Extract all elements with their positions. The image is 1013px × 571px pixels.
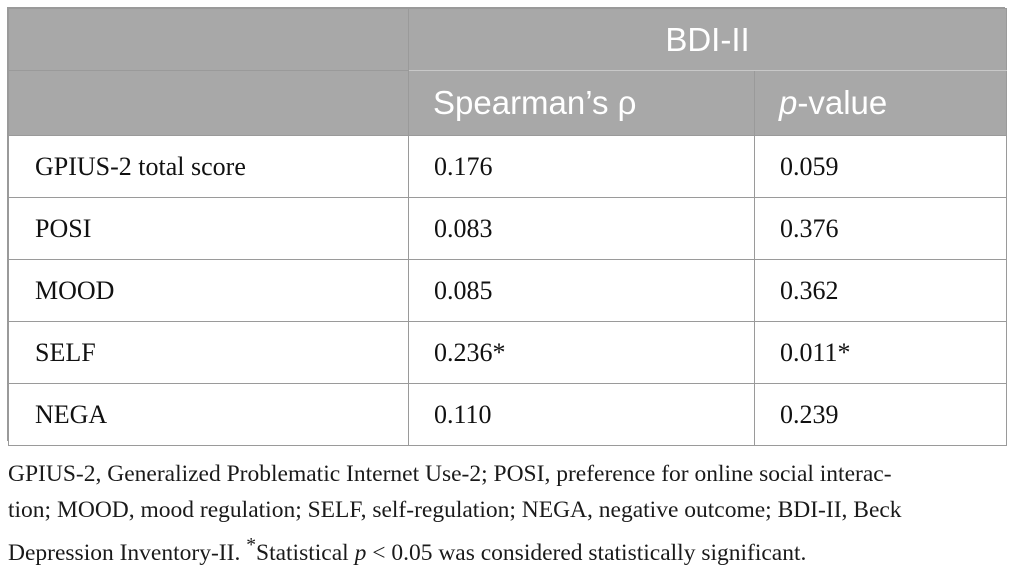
p-value: 0.059 xyxy=(754,135,1007,198)
rho-value: 0.083 xyxy=(408,197,755,260)
row-label: GPIUS-2 total score xyxy=(8,135,409,198)
table-row: NEGA 0.110 0.239 xyxy=(8,383,1007,446)
group-header-bdi: BDI-II xyxy=(408,8,1007,71)
column-header-p-suffix: -value xyxy=(797,84,888,121)
table-footnote: GPIUS-2, Generalized Problematic Interne… xyxy=(8,456,1004,571)
rho-value: 0.236* xyxy=(408,321,755,384)
footnote-line-3-prefix: Depression Inventory-II. xyxy=(8,539,247,566)
column-header-p-value: p-value xyxy=(754,70,1007,136)
table-row: SELF 0.236* 0.011* xyxy=(8,321,1007,384)
correlation-table: BDI-II Spearman’s ρ p-value GPIUS-2 tota… xyxy=(7,7,1007,446)
column-header-spearman-text: Spearman’s ρ xyxy=(433,84,637,121)
row-label: SELF xyxy=(8,321,409,384)
header-row-columns: Spearman’s ρ p-value xyxy=(8,70,1007,136)
footnote-asterisk: * xyxy=(246,535,256,556)
header-empty-cell xyxy=(8,8,409,71)
table-row: MOOD 0.085 0.362 xyxy=(8,259,1007,322)
p-value: 0.239 xyxy=(754,383,1007,446)
p-value: 0.362 xyxy=(754,259,1007,322)
results-table: BDI-II Spearman’s ρ p-value GPIUS-2 tota… xyxy=(8,8,1007,446)
column-header-p-italic: p xyxy=(779,84,798,121)
footnote-line-2: tion; MOOD, mood regulation; SELF, self-… xyxy=(8,497,902,523)
footnote-line-3-suffix: < 0.05 was considered statistically sign… xyxy=(366,539,807,566)
header-row-group: BDI-II xyxy=(8,8,1007,71)
row-label: POSI xyxy=(8,197,409,260)
column-header-spearman: Spearman’s ρ xyxy=(408,70,755,136)
footnote-p-symbol: p xyxy=(354,539,367,566)
row-label: NEGA xyxy=(8,383,409,446)
footnote-line-3-mid: Statistical xyxy=(256,539,355,566)
p-value: 0.011* xyxy=(754,321,1007,384)
row-label: MOOD xyxy=(8,259,409,322)
table-row: GPIUS-2 total score 0.176 0.059 xyxy=(8,135,1007,198)
p-value: 0.376 xyxy=(754,197,1007,260)
footnote-line-1: GPIUS-2, Generalized Problematic Interne… xyxy=(8,461,892,487)
rho-value: 0.110 xyxy=(408,383,755,446)
table-row: POSI 0.083 0.376 xyxy=(8,197,1007,260)
rho-value: 0.176 xyxy=(408,135,755,198)
rho-value: 0.085 xyxy=(408,259,755,322)
header-empty-cell-2 xyxy=(8,70,409,136)
footnote-line-3: Depression Inventory-II. *Statistical p … xyxy=(8,528,1004,571)
